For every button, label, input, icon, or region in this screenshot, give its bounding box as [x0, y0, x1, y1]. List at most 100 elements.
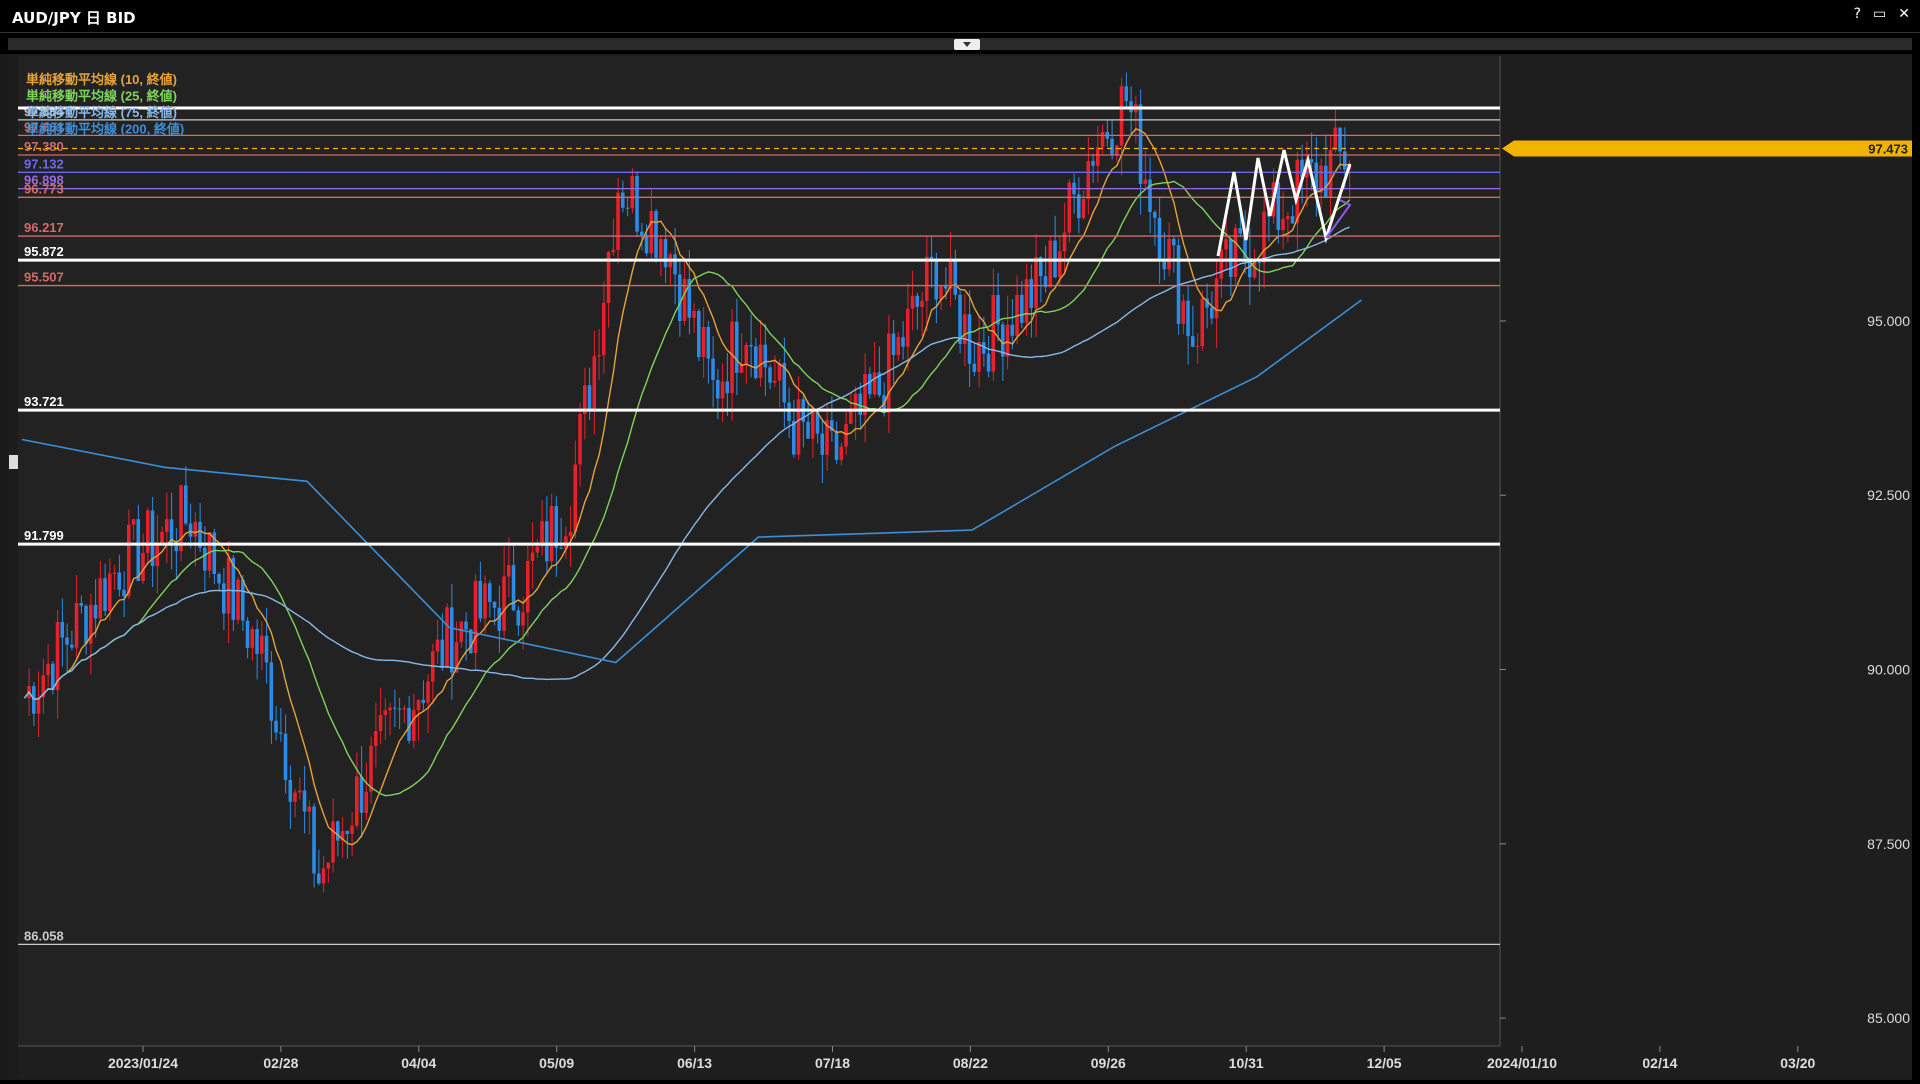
candle-down: [806, 421, 810, 439]
level-label: 97.661: [24, 119, 64, 134]
x-tick-label: 04/04: [401, 1055, 436, 1071]
legend-item-ma-0: 単純移動平均線 (10, 終値): [26, 72, 177, 87]
candle-up: [540, 521, 544, 547]
candle-up: [459, 621, 464, 643]
candle-up: [1058, 251, 1062, 278]
candle-down: [725, 381, 730, 394]
candle-up: [1048, 240, 1053, 288]
candle-down: [644, 235, 649, 254]
candle-up: [939, 285, 943, 300]
candle-down: [1124, 86, 1129, 102]
candle-up: [483, 583, 487, 619]
candle-up: [906, 308, 910, 347]
candle-down: [768, 367, 772, 383]
candle-down: [687, 278, 692, 318]
candle-up: [416, 699, 421, 711]
level-label: 96.773: [24, 181, 64, 196]
candle-down: [1243, 233, 1247, 258]
candle-down: [1205, 298, 1209, 308]
price-chart[interactable]: 85.000 87.500 90.000 92.500 95.000 2023/01/24…: [0, 54, 1920, 1080]
candle-down: [336, 821, 340, 841]
candle-down: [1162, 260, 1167, 270]
close-button[interactable]: ✕: [1898, 6, 1910, 22]
candle-up: [141, 552, 145, 582]
candle-down: [93, 604, 98, 619]
cursor-handle[interactable]: [9, 455, 18, 469]
candle-down: [478, 580, 483, 619]
chart-container[interactable]: 85.000 87.500 90.000 92.500 95.000 2023/01/24…: [0, 54, 1920, 1080]
candle-down: [1077, 194, 1081, 219]
title-bar: AUD/JPY 日 BID ? ▭ ✕: [0, 0, 1920, 33]
x-tick-label: 2023/01/24: [108, 1055, 178, 1071]
level-label: 91.799: [24, 528, 64, 543]
candle-down: [754, 346, 758, 378]
candle-down: [1309, 159, 1314, 163]
candle-down: [735, 321, 739, 373]
candle-down: [673, 254, 677, 275]
candle-down: [188, 523, 193, 537]
x-tick-label: 09/26: [1091, 1055, 1126, 1071]
candle-up: [920, 300, 924, 307]
candle-up: [583, 385, 587, 415]
candle-down: [834, 430, 839, 460]
candle-down: [1020, 294, 1024, 323]
drawn-zigzag-annotation[interactable]: [1216, 149, 1352, 257]
candle-up: [236, 579, 240, 620]
candle-up: [606, 252, 611, 303]
candle-up: [1096, 147, 1100, 166]
candle-up: [659, 239, 663, 258]
level-label: 86.058: [24, 928, 64, 943]
candle-down: [84, 605, 88, 644]
candle-down: [492, 601, 497, 608]
candle-down: [891, 333, 896, 356]
plot-area[interactable]: [18, 56, 1500, 1046]
candle-up: [383, 710, 388, 715]
candle-up: [36, 697, 41, 714]
candle-down: [815, 411, 820, 434]
candle-up: [1119, 86, 1124, 146]
candle-down: [1238, 228, 1243, 234]
candle-up: [616, 192, 620, 250]
y-tick-label: 87.500: [1867, 836, 1910, 852]
candle-down: [269, 662, 274, 721]
candle-down: [1257, 262, 1262, 264]
candle-down: [858, 393, 863, 416]
candle-down: [986, 353, 991, 372]
candle-down: [231, 557, 236, 620]
candle-down: [982, 342, 986, 354]
candle-up: [355, 776, 359, 826]
candle-down: [1248, 257, 1252, 278]
candle-up: [1224, 239, 1228, 250]
candle-up: [744, 344, 749, 364]
price-axis-pane: [1500, 56, 1912, 1046]
candle-up: [1252, 262, 1257, 278]
candle-down: [901, 337, 905, 347]
candle-down: [749, 344, 753, 347]
candle-up: [573, 464, 578, 532]
candle-down: [169, 519, 174, 546]
toolbar-toggle-button[interactable]: [954, 39, 980, 50]
candle-down: [397, 708, 402, 710]
help-button[interactable]: ?: [1853, 6, 1862, 22]
candle-down: [359, 776, 364, 813]
candle-down: [1338, 127, 1342, 152]
candle-up: [896, 337, 901, 356]
candle-up: [825, 420, 829, 455]
candle-up: [131, 519, 136, 525]
x-tick-label: 06/13: [677, 1055, 712, 1071]
candle-up: [127, 524, 131, 597]
candle-down: [640, 231, 644, 236]
candle-down: [792, 421, 796, 455]
drawn-wedge-annotation[interactable]: [1325, 199, 1352, 239]
candle-down: [559, 547, 563, 549]
candle-down: [511, 565, 516, 611]
candle-down: [1091, 161, 1095, 166]
maximize-button[interactable]: ▭: [1873, 6, 1887, 22]
candle-up: [602, 302, 606, 356]
candle-down: [654, 211, 658, 258]
candle-down: [60, 621, 65, 638]
candle-down: [1043, 276, 1048, 288]
candle-down: [915, 295, 920, 307]
candle-up: [1005, 324, 1010, 357]
candle-up: [948, 258, 953, 289]
